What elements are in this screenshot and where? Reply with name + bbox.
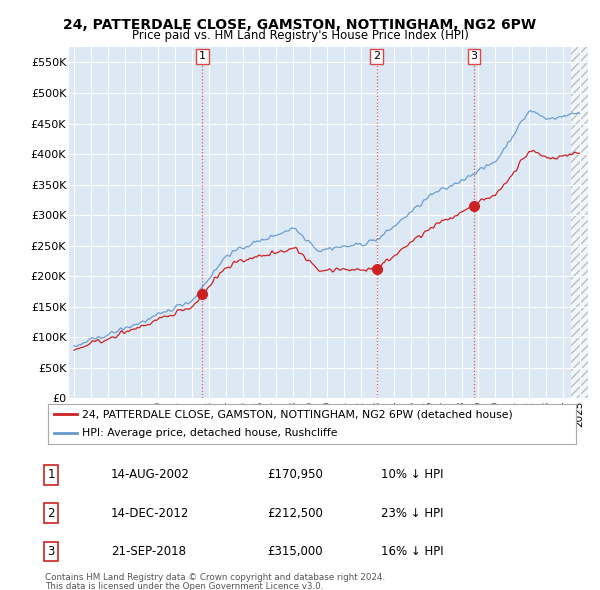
Text: Price paid vs. HM Land Registry's House Price Index (HPI): Price paid vs. HM Land Registry's House … <box>131 30 469 42</box>
Text: 3: 3 <box>470 51 478 61</box>
Text: 24, PATTERDALE CLOSE, GAMSTON, NOTTINGHAM, NG2 6PW (detached house): 24, PATTERDALE CLOSE, GAMSTON, NOTTINGHA… <box>82 409 513 419</box>
Text: 2: 2 <box>47 507 55 520</box>
Text: £315,000: £315,000 <box>267 545 323 558</box>
Text: 16% ↓ HPI: 16% ↓ HPI <box>381 545 443 558</box>
Text: £212,500: £212,500 <box>267 507 323 520</box>
Text: 24, PATTERDALE CLOSE, GAMSTON, NOTTINGHAM, NG2 6PW: 24, PATTERDALE CLOSE, GAMSTON, NOTTINGHA… <box>64 18 536 32</box>
Bar <box>571 47 596 398</box>
Text: HPI: Average price, detached house, Rushcliffe: HPI: Average price, detached house, Rush… <box>82 428 338 438</box>
Text: 3: 3 <box>47 545 55 558</box>
Text: 1: 1 <box>47 468 55 481</box>
Text: 1: 1 <box>199 51 206 61</box>
Text: £170,950: £170,950 <box>267 468 323 481</box>
Bar <box>571 47 600 398</box>
Text: 2: 2 <box>373 51 380 61</box>
Text: Contains HM Land Registry data © Crown copyright and database right 2024.: Contains HM Land Registry data © Crown c… <box>45 573 385 582</box>
Text: 14-AUG-2002: 14-AUG-2002 <box>111 468 190 481</box>
Text: 10% ↓ HPI: 10% ↓ HPI <box>381 468 443 481</box>
Text: 14-DEC-2012: 14-DEC-2012 <box>111 507 190 520</box>
Text: 23% ↓ HPI: 23% ↓ HPI <box>381 507 443 520</box>
Text: 21-SEP-2018: 21-SEP-2018 <box>111 545 186 558</box>
Text: This data is licensed under the Open Government Licence v3.0.: This data is licensed under the Open Gov… <box>45 582 323 590</box>
